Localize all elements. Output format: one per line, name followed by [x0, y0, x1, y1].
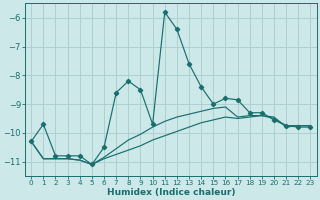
- X-axis label: Humidex (Indice chaleur): Humidex (Indice chaleur): [107, 188, 235, 197]
